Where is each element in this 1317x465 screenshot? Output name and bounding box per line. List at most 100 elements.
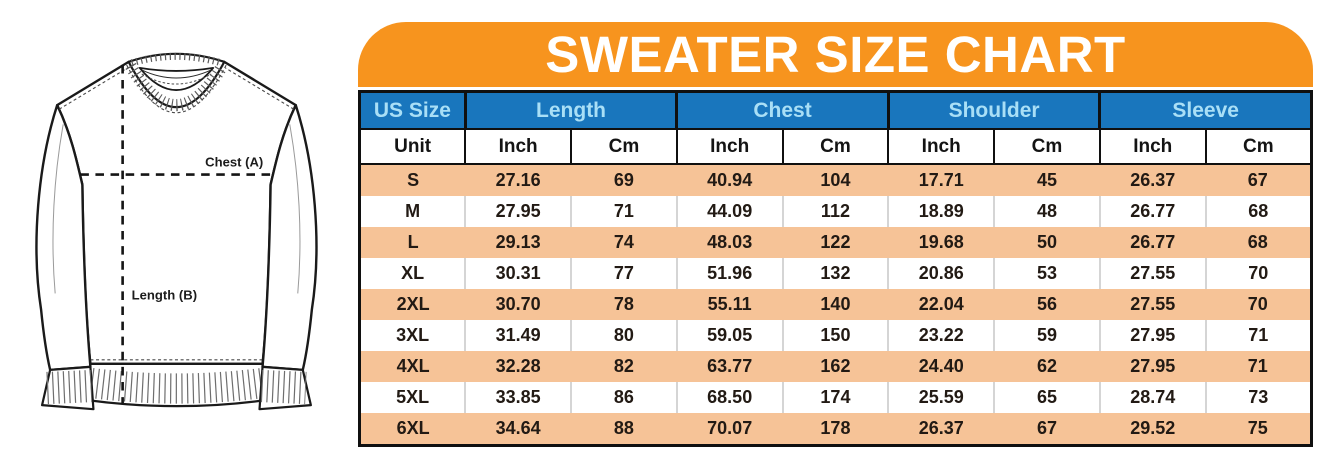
value-cell: 26.37 — [1099, 164, 1206, 196]
value-cell: 69 — [571, 164, 677, 196]
unit-cell: Inch — [464, 128, 573, 165]
collar-opening — [138, 67, 215, 91]
value-cell: 80 — [571, 320, 678, 351]
cuff-ribbing-right — [260, 369, 307, 405]
value-cell: 77 — [571, 258, 678, 289]
value-cell: 29.52 — [1099, 413, 1206, 446]
value-cell: 26.77 — [1099, 227, 1206, 258]
value-cell: 50 — [994, 227, 1100, 258]
value-cell: 48 — [994, 196, 1101, 227]
value-cell: 28.74 — [1099, 382, 1207, 413]
value-cell: 88 — [571, 413, 677, 446]
value-cell: 74 — [571, 227, 677, 258]
value-cell: 71 — [1205, 351, 1312, 382]
value-cell: 55.11 — [676, 289, 783, 320]
unit-cell: Inch — [675, 128, 784, 165]
value-cell: 24.40 — [888, 351, 995, 382]
sleeve-fold-right — [289, 124, 301, 294]
value-cell: 67 — [1205, 164, 1312, 196]
table-row: 6XL 34.64 88 70.07 178 26.37 67 29.52 75 — [359, 413, 1312, 446]
row-size-label: XL — [359, 258, 467, 289]
value-cell: 70 — [1205, 289, 1312, 320]
table-row: M 27.95 71 44.09 112 18.89 48 26.77 68 — [359, 196, 1312, 227]
chart-title: SWEATER SIZE CHART — [545, 26, 1126, 83]
value-cell: 19.68 — [888, 227, 995, 258]
value-cell: 62 — [994, 351, 1100, 382]
row-size-label: 4XL — [359, 351, 466, 382]
table-row: 2XL 30.70 78 55.11 140 22.04 56 27.55 70 — [359, 289, 1312, 320]
table-row: L 29.13 74 48.03 122 19.68 50 26.77 68 — [359, 227, 1312, 258]
value-cell: 174 — [782, 382, 890, 413]
value-cell: 71 — [1248, 325, 1269, 345]
value-cell: 67 — [994, 413, 1100, 446]
value-cell: 53 — [994, 258, 1101, 289]
row-size-label: L — [359, 227, 466, 258]
value-cell: 63.77 — [676, 351, 783, 382]
value-cell: 29.13 — [465, 227, 572, 258]
collar-inner-line — [141, 69, 212, 79]
unit-cell: Inch — [1098, 128, 1207, 165]
value-cell: 27.16 — [465, 164, 572, 196]
value-cell: 68 — [1248, 201, 1269, 221]
sleeve-fold-left — [52, 124, 64, 294]
shoulder-stitch-right — [225, 67, 295, 110]
value-cell: 26.37 — [888, 413, 995, 446]
col-group-chest: Chest — [675, 91, 889, 129]
value-cell: 22.04 — [888, 289, 995, 320]
value-cell: 27.95 — [465, 196, 573, 227]
unit-header: Unit — [358, 128, 467, 165]
value-cell: 45 — [994, 164, 1100, 196]
value-cell: 40.94 — [676, 164, 783, 196]
value-cell: 30.70 — [465, 289, 572, 320]
unit-cell: Cm — [781, 128, 890, 165]
value-cell: 20.86 — [888, 258, 996, 289]
value-cell: 59.05 — [676, 320, 784, 351]
value-cell: 65 — [994, 382, 1101, 413]
value-cell: 150 — [782, 320, 890, 351]
value-cell: 27.95 — [1099, 351, 1206, 382]
value-cell: 132 — [782, 258, 890, 289]
value-cell: 178 — [782, 413, 889, 446]
value-cell: 70 — [1248, 263, 1269, 283]
value-cell: 140 — [782, 289, 889, 320]
col-group-us-size: US Size — [359, 91, 466, 129]
value-cell: 56 — [994, 289, 1100, 320]
row-size-label: 6XL — [359, 413, 466, 446]
length-label: Length (B) — [132, 287, 197, 302]
value-cell: 68 — [1205, 227, 1312, 258]
row-size-label: 3XL — [359, 320, 467, 351]
collar-seam-stitch — [126, 64, 227, 114]
unit-cell: Cm — [993, 128, 1101, 165]
value-cell: 68.50 — [676, 382, 784, 413]
col-group-shoulder: Shoulder — [886, 91, 1100, 129]
value-cell: 48.03 — [676, 227, 783, 258]
unit-cell: Cm — [1204, 128, 1313, 165]
sweater-diagram: Chest (A) Length (B) — [35, 52, 318, 411]
table-row: 3XL 31.49 80 59.05 150 23.22 59 27.95 71 — [359, 320, 1312, 351]
unit-cell: Cm — [570, 128, 678, 165]
value-cell: 34.64 — [465, 413, 572, 446]
value-cell: 70.07 — [676, 413, 783, 446]
title-banner: SWEATER SIZE CHART — [358, 22, 1313, 87]
row-size-label: 2XL — [359, 289, 466, 320]
collar-inner-stitch — [141, 73, 212, 85]
value-cell: 30.31 — [465, 258, 573, 289]
table-row: 4XL 32.28 82 63.77 162 24.40 62 27.95 71 — [359, 351, 1312, 382]
value-cell: 59 — [994, 320, 1101, 351]
row-size-label: S — [359, 164, 466, 196]
table-row: XL 30.31 77 51.96 132 20.86 53 27.55 70 — [359, 258, 1312, 289]
table-row: 5XL 33.85 86 68.50 174 25.59 65 28.74 73 — [359, 382, 1312, 413]
value-cell: 27.55 — [1099, 258, 1207, 289]
value-cell: 162 — [782, 351, 889, 382]
value-cell: 78 — [571, 289, 677, 320]
column-group-row: US Size Length Chest Shoulder Sleeve — [359, 91, 1312, 129]
value-cell: 73 — [1248, 387, 1269, 407]
col-group-length: Length — [463, 91, 677, 129]
value-cell: 18.89 — [888, 196, 996, 227]
value-cell: 26.77 — [1099, 196, 1207, 227]
row-size-label: 5XL — [359, 382, 467, 413]
table-row: S 27.16 69 40.94 104 17.71 45 26.37 67 — [359, 164, 1312, 196]
value-cell: 75 — [1205, 413, 1312, 446]
col-group-sleeve: Sleeve — [1098, 91, 1312, 129]
value-cell: 51.96 — [676, 258, 784, 289]
